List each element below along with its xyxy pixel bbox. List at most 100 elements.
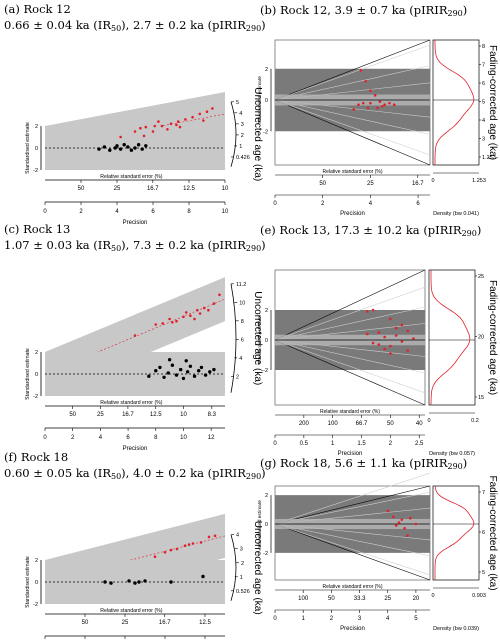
y-tick-label: 0 xyxy=(265,338,268,344)
data-point-pIRIR290 xyxy=(175,319,178,323)
x-axis-label: Precision xyxy=(338,451,363,457)
x-tick-label: 6 xyxy=(151,209,155,215)
chart-subtitle-f: 0.60 ± 0.05 ka (IR50), 4.0 ± 0.2 ka (pIR… xyxy=(4,466,266,481)
arc-tick-label: 3 xyxy=(240,547,243,553)
data-point-pIRIR290 xyxy=(414,522,418,526)
x-tick-label: 8 xyxy=(154,435,158,441)
x-tick-label: 4 xyxy=(99,435,103,441)
y-tick-label: 2 xyxy=(35,124,38,130)
age-arc-axis xyxy=(230,101,237,167)
data-point-pIRIR290 xyxy=(406,349,409,352)
density-tick-label: 0.903 xyxy=(472,593,486,599)
arc-axis-label: Uncorrected age (ka) xyxy=(252,521,263,615)
density-curve xyxy=(434,485,475,580)
arc-axis-label: Fading-corrected age (ka) xyxy=(487,280,498,395)
data-point-IR50 xyxy=(188,364,193,368)
data-point-pIRIR290 xyxy=(213,534,217,538)
data-point-IR50 xyxy=(97,147,101,151)
rse-tick-label: 12.5 xyxy=(199,620,211,626)
data-point-IR50 xyxy=(109,581,113,585)
density-panel xyxy=(432,39,480,166)
data-point-IR50 xyxy=(169,580,173,584)
data-point-pIRIR290 xyxy=(187,543,191,546)
arc-tick-label: 8 xyxy=(482,44,485,50)
x-tick-label: 6 xyxy=(126,435,130,441)
data-point-pIRIR290 xyxy=(386,509,390,513)
arc-tick-label: 15 xyxy=(478,395,484,401)
rse-tick-label: 16.7 xyxy=(159,620,171,626)
arc-tick-label: 25 xyxy=(478,274,484,280)
arc-tick-label: 0.426 xyxy=(236,155,250,161)
data-point-IR50 xyxy=(133,146,137,150)
x-tick-label: 0 xyxy=(273,441,277,447)
y-axis-label: Standardised estimate xyxy=(257,316,263,364)
rse-tick-label: 33.3 xyxy=(354,596,366,602)
data-point-IR50 xyxy=(108,148,112,152)
x-tick-label: 0 xyxy=(43,209,47,215)
data-point-pIRIR290 xyxy=(182,315,185,319)
rse-tick-label: 8.3 xyxy=(208,412,217,418)
data-point-pIRIR290 xyxy=(166,128,169,131)
density-tick-label: 0.2 xyxy=(471,418,479,424)
data-point-pIRIR290 xyxy=(383,103,386,106)
data-point-IR50 xyxy=(181,376,186,381)
data-point-pIRIR290 xyxy=(403,527,406,530)
chart-title-g: (g) Rock 18, 5.6 ± 1.1 ka (pIRIR290) xyxy=(260,456,468,471)
arc-axis-label: Fading-corrected age (ka) xyxy=(487,45,498,160)
x-tick-label: 0 xyxy=(273,201,277,207)
y-tick-label: -2 xyxy=(263,129,268,135)
chart-subtitle-c: 1.07 ± 0.03 ka (IR50), 7.3 ± 0.2 ka (pIR… xyxy=(4,238,266,253)
y-axis-label: Standardised estimate xyxy=(257,76,263,124)
data-point-pIRIR290 xyxy=(191,542,195,545)
x-tick-label: 4 xyxy=(386,616,390,622)
rse-tick-label: 66.7 xyxy=(356,421,368,427)
density-label: Density (bw 0.041) xyxy=(433,211,479,217)
density-tick-label: 0 xyxy=(431,593,434,599)
radial-line xyxy=(274,306,426,341)
data-point-pIRIR290 xyxy=(381,104,384,108)
data-point-pIRIR290 xyxy=(207,535,211,539)
data-point-pIRIR290 xyxy=(364,79,367,83)
chart-subtitle-a: 0.66 ± 0.04 ka (IR50), 2.7 ± 0.2 ka (pIR… xyxy=(4,18,266,33)
data-point-IR50 xyxy=(174,373,179,377)
data-point-pIRIR290 xyxy=(366,332,369,336)
y-tick-label: 0 xyxy=(265,98,268,104)
density-panel xyxy=(428,269,476,406)
rse-tick-label: 50 xyxy=(82,620,89,626)
data-point-pIRIR290 xyxy=(133,334,137,337)
data-point-IR50 xyxy=(127,579,131,583)
density-curve xyxy=(430,270,471,405)
data-point-pIRIR290 xyxy=(175,123,178,127)
arc-tick-label: 4 xyxy=(239,356,242,362)
y-axis-label: Standardised estimate xyxy=(257,500,263,548)
y-tick-label: 0 xyxy=(265,522,268,528)
x-tick-label: 2.5 xyxy=(415,441,424,447)
data-point-pIRIR290 xyxy=(389,317,392,321)
data-point-pIRIR290 xyxy=(198,312,202,315)
chart-title-b: (b) Rock 12, 3.9 ± 0.7 ka (pIRIR290) xyxy=(260,3,468,18)
density-tick-label: 0 xyxy=(431,178,434,184)
rse-tick-label: 50 xyxy=(78,186,85,192)
data-point-IR50 xyxy=(102,145,107,149)
arc-axis-label: Uncorrected age (ka) xyxy=(252,87,263,181)
radial-line xyxy=(274,339,426,374)
data-point-pIRIR290 xyxy=(169,548,173,552)
arc-tick-label: 5 xyxy=(482,570,485,576)
arc-tick-label: 2 xyxy=(241,561,244,567)
arc-tick-label: 5 xyxy=(236,100,239,106)
data-point-pIRIR290 xyxy=(389,352,392,355)
data-point-pIRIR290 xyxy=(133,130,137,133)
data-point-pIRIR290 xyxy=(161,322,164,325)
arc-tick-label: 3 xyxy=(482,137,485,143)
y-tick-label: 2 xyxy=(265,493,268,499)
mean-line-pirir xyxy=(44,113,226,149)
x-tick-label: 4 xyxy=(369,201,373,207)
data-point-pIRIR290 xyxy=(369,89,372,92)
data-point-IR50 xyxy=(201,574,205,579)
rse-tick-label: 25 xyxy=(122,620,129,626)
rse-tick-label: 16.7 xyxy=(122,412,134,418)
data-point-pIRIR290 xyxy=(154,323,158,326)
